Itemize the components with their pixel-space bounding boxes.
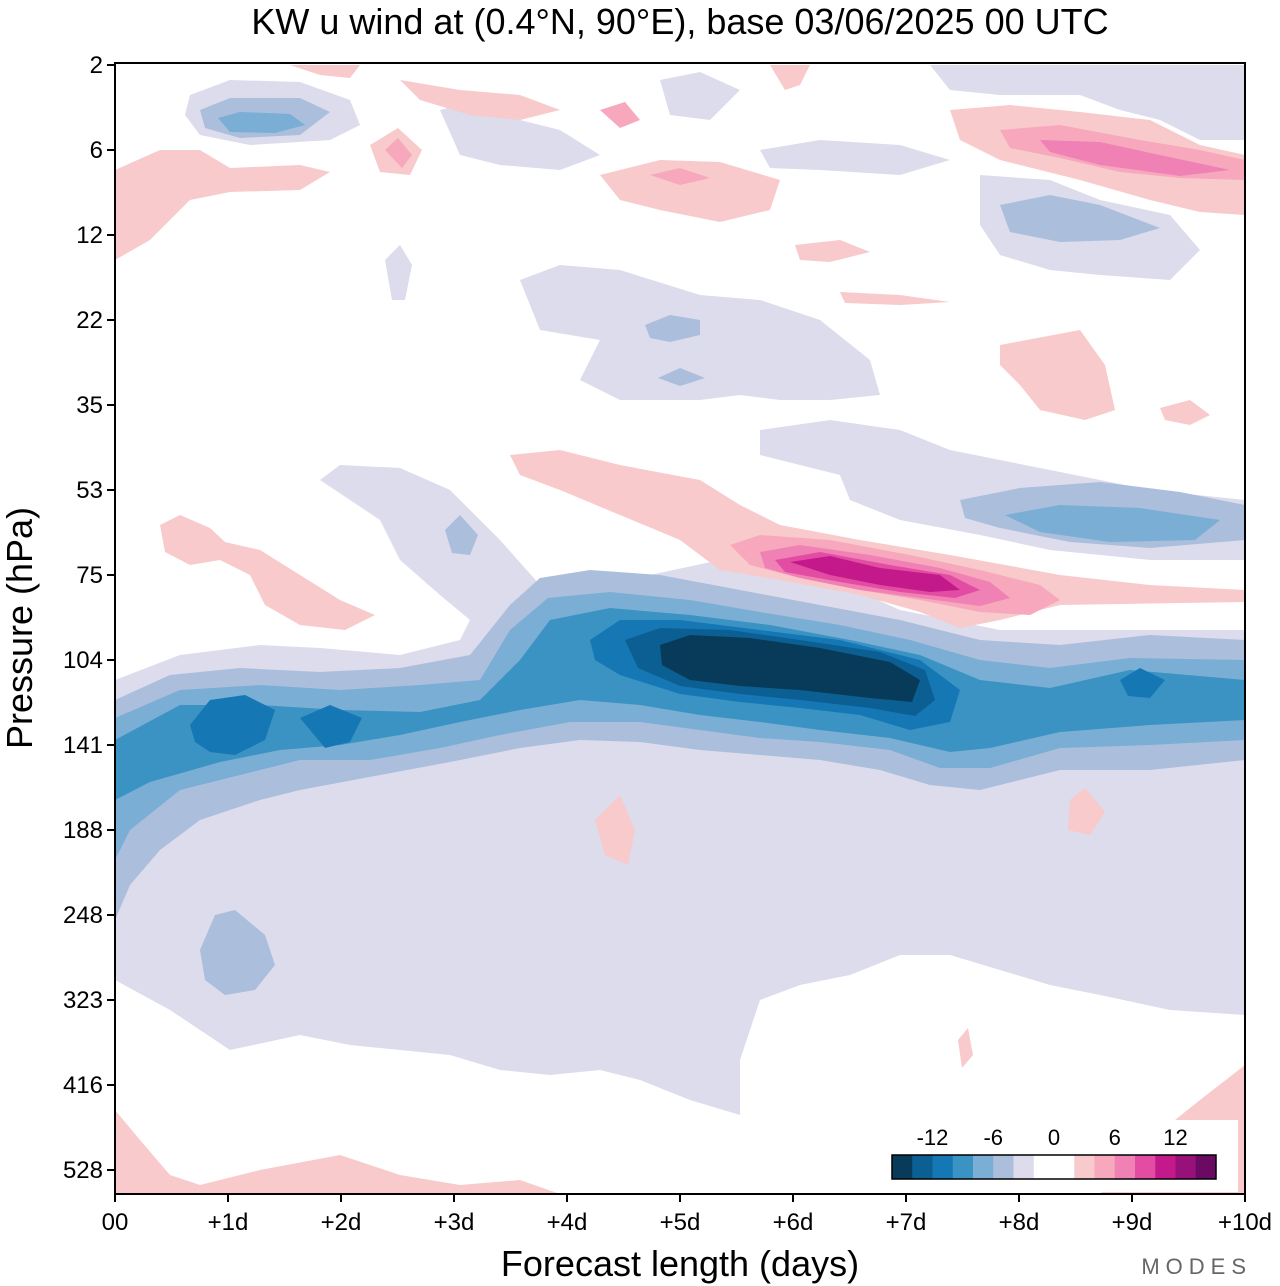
y-axis: 2 6 12 22 35 53 75 104 141 188 248 323 416 528 xyxy=(63,52,115,1184)
y-tick-label: 12 xyxy=(76,222,103,249)
contour-neg3-right-band xyxy=(1005,505,1220,542)
colorbar-swatch xyxy=(1175,1155,1197,1179)
colorbar-swatch xyxy=(1114,1155,1136,1179)
colorbar-swatch xyxy=(952,1155,974,1179)
x-tick-label: +5d xyxy=(660,1209,701,1236)
colorbar-swatch xyxy=(993,1155,1014,1179)
colorbar-label: -6 xyxy=(983,1125,1003,1150)
contour-pos1-mid-small xyxy=(595,795,635,865)
contour-neg5-left xyxy=(190,695,275,755)
contour-pos1-left xyxy=(160,515,375,630)
x-tick-label: +10d xyxy=(1218,1209,1272,1236)
y-tick-label: 22 xyxy=(76,307,103,334)
contour-neg3-upper-left xyxy=(218,112,305,133)
y-tick-label: 323 xyxy=(63,987,103,1014)
contour-pos1-spot2 xyxy=(795,240,870,262)
contour-pos1-top-band xyxy=(290,65,360,78)
x-axis: 00 +1d +2d +3d +4d +5d +6d +7d +8d +9d +10d xyxy=(102,1194,1272,1236)
contour-neg5-left2 xyxy=(300,705,362,748)
colorbar-swatch xyxy=(1195,1155,1217,1179)
contour-neg3-main xyxy=(115,592,1245,860)
colorbar-label: 12 xyxy=(1163,1125,1187,1150)
contour-neg1-top-strip xyxy=(440,100,600,170)
x-tick-label: +1d xyxy=(208,1209,249,1236)
contour-pos1-right-spot xyxy=(1068,788,1105,835)
y-tick-label: 104 xyxy=(63,647,103,674)
x-tick-label: +2d xyxy=(321,1209,362,1236)
x-tick-label: +6d xyxy=(773,1209,814,1236)
contour-pos1-right-mid xyxy=(1000,330,1115,420)
contour-pos1-top-left xyxy=(115,150,330,260)
contour-pos3-top-right xyxy=(1040,140,1230,176)
y-tick-label: 75 xyxy=(76,562,103,589)
colorbar-swatch xyxy=(1155,1155,1176,1179)
y-tick-label: 248 xyxy=(63,902,103,929)
colorbar-swatch xyxy=(912,1155,933,1179)
y-tick-label: 53 xyxy=(76,477,103,504)
y-tick-label: 188 xyxy=(63,817,103,844)
x-tick-label: +8d xyxy=(999,1209,1040,1236)
contour-neg2-mid-top xyxy=(645,315,700,342)
contour-pos5-core xyxy=(790,556,960,592)
colorbar-swatch xyxy=(973,1155,994,1179)
y-tick-label: 141 xyxy=(63,732,103,759)
contour-neg1-top-small xyxy=(660,72,740,120)
colorbar-label: 6 xyxy=(1109,1125,1121,1150)
colorbar-swatch xyxy=(1013,1155,1035,1179)
colorbar-label: -12 xyxy=(917,1125,949,1150)
contour-pos2-spot xyxy=(385,138,412,168)
colorbar-swatch xyxy=(1135,1155,1156,1179)
contour-pos1-right-small xyxy=(1160,400,1210,425)
contour-neg5-right xyxy=(1120,668,1165,698)
colorbar-label: 0 xyxy=(1048,1125,1060,1150)
contour-neg2-mid-top2 xyxy=(658,368,705,386)
contour-pos1-bottom-left xyxy=(115,1110,560,1194)
contour-pos1-spot4 xyxy=(958,1028,973,1068)
contour-neg1-spot xyxy=(385,245,412,300)
y-tick-label: 6 xyxy=(90,137,103,164)
contour-pos1-band xyxy=(510,450,1245,628)
contour-neg2-spot xyxy=(445,515,478,555)
colorbar-swatch xyxy=(1094,1155,1116,1179)
x-tick-label: +9d xyxy=(1112,1209,1153,1236)
contour-neg2-right-top xyxy=(1000,195,1160,242)
contour-pos2-top-mid xyxy=(650,168,710,185)
colorbar-swatch xyxy=(892,1155,913,1179)
x-axis-title: Forecast length (days) xyxy=(501,1243,859,1284)
colorbar-swatch xyxy=(1054,1155,1075,1179)
contour-field xyxy=(115,65,1245,1194)
colorbar-swatch xyxy=(1033,1155,1055,1179)
y-tick-label: 2 xyxy=(90,52,103,79)
contour-pos1-spot3 xyxy=(840,292,950,305)
chart-title: KW u wind at (0.4°N, 90°E), base 03/06/2… xyxy=(251,1,1108,42)
x-tick-label: +3d xyxy=(434,1209,475,1236)
colorbar-swatch xyxy=(932,1155,954,1179)
x-tick-label: +4d xyxy=(547,1209,588,1236)
brand-logo: MODES xyxy=(1141,1254,1252,1279)
y-tick-label: 35 xyxy=(76,392,103,419)
colorbar-frame xyxy=(891,1154,1217,1180)
contour-neg1-top-far xyxy=(760,140,950,175)
x-tick-label: 00 xyxy=(102,1209,129,1236)
contour-pos2-top-strip xyxy=(600,102,640,128)
x-tick-label: +7d xyxy=(886,1209,927,1236)
contour-neg7-core xyxy=(660,635,920,702)
contour-neg2-lower-left xyxy=(200,910,275,995)
contour-neg4-main xyxy=(115,608,1245,800)
contour-neg1-top-corner xyxy=(930,65,1245,140)
contour-pos1-top-strip xyxy=(400,80,560,120)
y-tick-label: 528 xyxy=(63,1157,103,1184)
y-axis-title: Pressure (hPa) xyxy=(0,507,40,749)
contour-pos1-top-mid xyxy=(600,160,780,222)
colorbar: -12 -6 0 6 12 xyxy=(870,1120,1238,1192)
contour-pos1-top-band2 xyxy=(770,65,810,90)
colorbar-swatch xyxy=(1074,1155,1095,1179)
y-tick-label: 416 xyxy=(63,1072,103,1099)
